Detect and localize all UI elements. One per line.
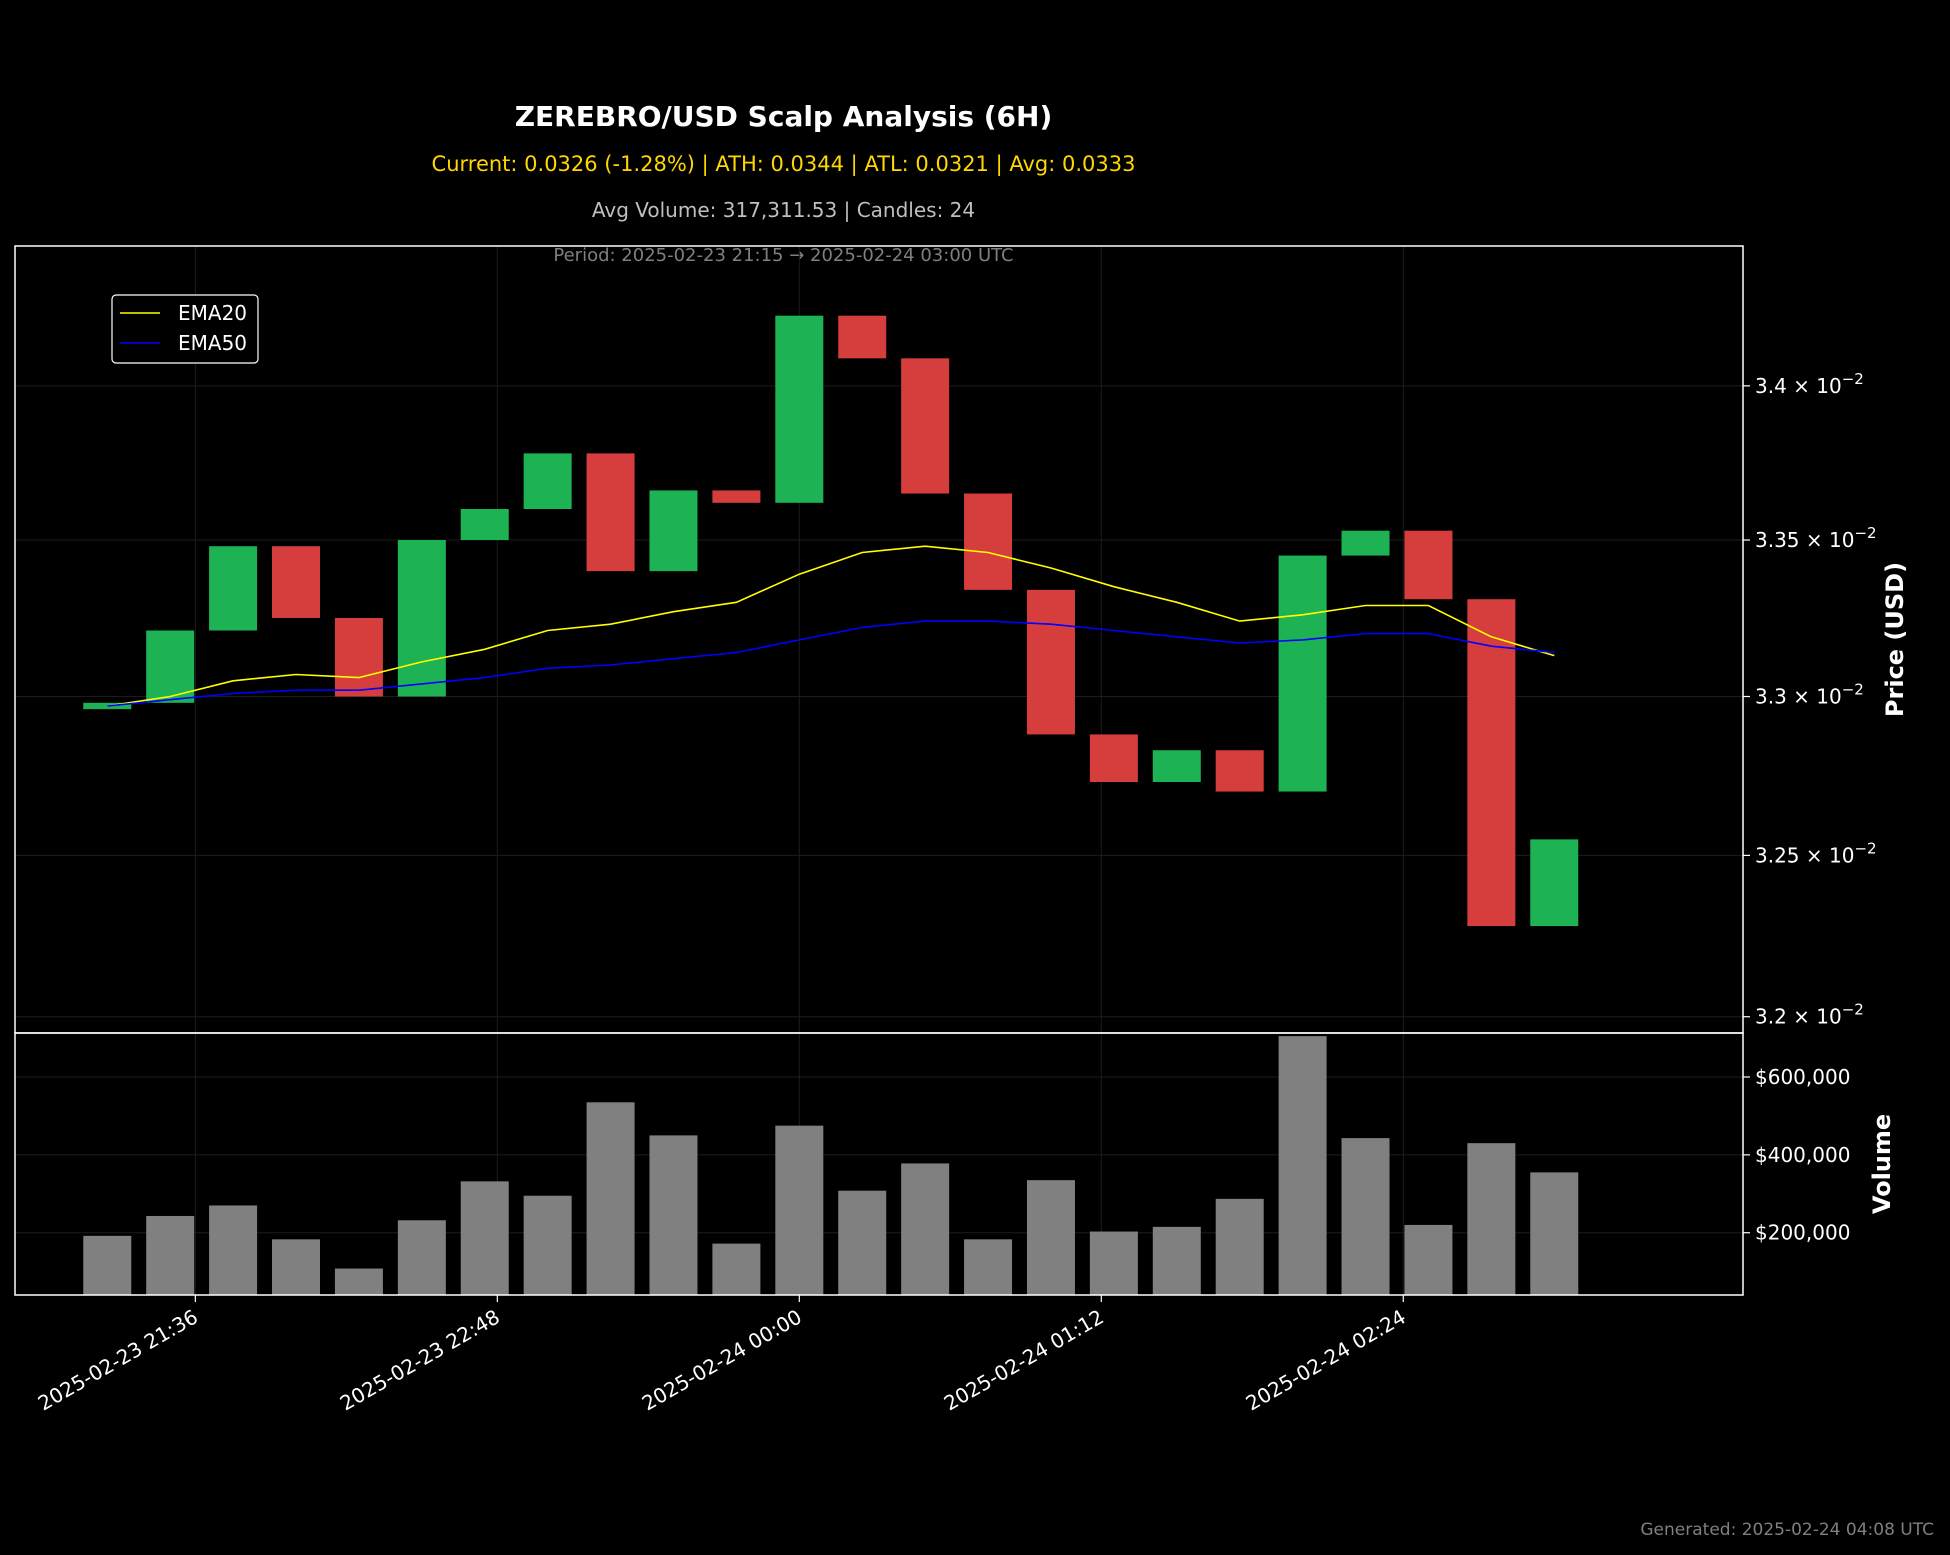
time-tick-label: 2025-02-24 02:24 (1242, 1305, 1410, 1416)
price-tick-label: 3.2 × 10−2 (1755, 1001, 1864, 1029)
volume-bar (272, 1239, 321, 1295)
bearish-candle (272, 546, 321, 618)
bullish-candle (1152, 750, 1201, 783)
chart-title: ZEREBRO/USD Scalp Analysis (6H) (514, 100, 1053, 133)
volume-bar (1341, 1138, 1390, 1295)
volume-bar (209, 1205, 258, 1295)
legend-box (111, 294, 259, 364)
bearish-candle (1404, 530, 1453, 600)
volume-tick-label: $400,000 (1755, 1143, 1850, 1167)
bearish-candle (334, 617, 383, 697)
volume-bar (838, 1190, 887, 1295)
axis-labels: Price (USD) Volume (1868, 562, 1909, 1214)
price-tick-label: 3.35 × 10−2 (1755, 524, 1877, 552)
bullish-candle (83, 702, 132, 710)
period-label: Period: 2025-02-23 21:15 → 2025-02-24 03… (553, 245, 1014, 266)
volume-bar (964, 1239, 1013, 1295)
bullish-candle (649, 490, 698, 572)
bullish-candle (523, 453, 572, 510)
time-tick-label: 2025-02-24 00:00 (638, 1305, 806, 1416)
bullish-candle (209, 546, 258, 631)
volume-bar (775, 1125, 824, 1295)
price-summary: Current: 0.0326 (-1.28%) | ATH: 0.0344 |… (431, 152, 1136, 176)
volume-bar (334, 1268, 383, 1295)
volume-bar (1026, 1180, 1075, 1295)
volume-bar (1278, 1036, 1327, 1295)
bearish-candle (901, 358, 950, 494)
time-tick-label: 2025-02-23 22:48 (336, 1305, 504, 1416)
volume-bars (83, 1036, 1579, 1295)
bullish-candle (1278, 555, 1327, 792)
volume-bar (1467, 1143, 1516, 1295)
price-axis-label: Price (USD) (1881, 562, 1909, 717)
price-tick-label: 3.4 × 10−2 (1755, 370, 1864, 398)
volume-bar (460, 1181, 509, 1295)
price-tick-label: 3.25 × 10−2 (1755, 839, 1877, 867)
volume-tick-label: $600,000 (1755, 1065, 1850, 1089)
bullish-candle (775, 315, 824, 503)
volume-bar (586, 1102, 635, 1295)
volume-bar (83, 1235, 132, 1295)
volume-tick-label: $200,000 (1755, 1221, 1850, 1245)
grid-lines (15, 246, 1743, 1295)
volume-bar (901, 1163, 950, 1295)
x-axis-ticks: 2025-02-23 21:36 2025-02-23 22:48 2025-02-… (34, 1295, 1410, 1415)
bullish-candle (1530, 839, 1579, 927)
volume-bar (146, 1215, 195, 1295)
ema-lines (107, 545, 1555, 707)
volume-bar (1089, 1231, 1138, 1295)
bearish-candle (1026, 589, 1075, 735)
y-axis-ticks: 3.2 × 10−2 3.25 × 10−2 3.3 × 10−2 3.35 × 10… (1743, 370, 1877, 1245)
bullish-candle (460, 509, 509, 541)
ema50-line (107, 620, 1555, 707)
ema50-legend-label: EMA50 (178, 331, 247, 355)
bearish-candle (586, 453, 635, 572)
volume-bar (1152, 1226, 1201, 1295)
bearish-candle (1089, 734, 1138, 783)
volume-bar (397, 1220, 446, 1295)
bearish-candle (1215, 750, 1264, 792)
volume-bar (712, 1243, 761, 1295)
bearish-candle (712, 490, 761, 503)
bullish-candle (1341, 530, 1390, 556)
volume-bar (649, 1135, 698, 1295)
candlesticks (83, 315, 1579, 927)
ema20-line (107, 545, 1555, 707)
bearish-candle (838, 315, 887, 359)
volume-bar (523, 1195, 572, 1295)
volume-panel-frame (14, 1032, 1744, 1296)
generated-timestamp: Generated: 2025-02-24 04:08 UTC (1640, 1520, 1934, 1540)
legend: EMA20 EMA50 (111, 294, 259, 364)
volume-bar (1215, 1198, 1264, 1295)
volume-bar (1530, 1172, 1579, 1295)
plot-frames (14, 245, 1744, 1296)
time-tick-label: 2025-02-24 01:12 (940, 1305, 1108, 1416)
volume-summary: Avg Volume: 317,311.53 | Candles: 24 (591, 198, 976, 222)
time-tick-label: 2025-02-23 21:36 (34, 1305, 202, 1416)
bearish-candle (1467, 599, 1516, 927)
price-tick-label: 3.3 × 10−2 (1755, 681, 1864, 709)
volume-bar (1404, 1224, 1453, 1295)
ema20-legend-label: EMA20 (178, 301, 247, 325)
volume-axis-label: Volume (1868, 1114, 1896, 1214)
bearish-candle (964, 493, 1013, 590)
bullish-candle (146, 630, 195, 703)
bullish-candle (397, 540, 446, 697)
